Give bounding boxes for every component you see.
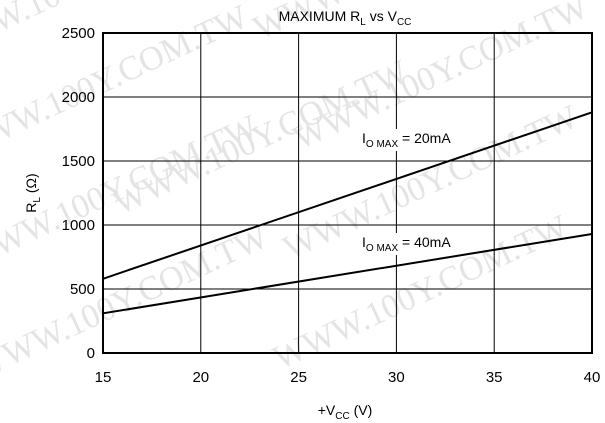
y-tick-labels: 0 500 1000 1500 2000 2500 bbox=[62, 25, 95, 362]
chart-title: MAXIMUM RL vs VCC bbox=[279, 8, 412, 28]
x-tick-label: 15 bbox=[95, 369, 112, 386]
series-layer bbox=[102, 111, 593, 315]
grid bbox=[103, 33, 592, 353]
plot-area bbox=[102, 32, 593, 354]
y-tick-label: 1500 bbox=[62, 153, 95, 170]
x-tick-labels: 15 20 25 30 35 40 bbox=[95, 369, 601, 386]
x-tick-label: 30 bbox=[388, 369, 405, 386]
x-tick-label: 35 bbox=[486, 369, 503, 386]
x-tick-label: 25 bbox=[290, 369, 307, 386]
y-tick-label: 500 bbox=[70, 281, 95, 298]
x-tick-label: 20 bbox=[192, 369, 209, 386]
series-label-20ma-background bbox=[360, 129, 454, 151]
series-label-20ma: IO MAX = 20mA bbox=[362, 130, 451, 150]
series-label-40ma: IO MAX = 40mA bbox=[362, 234, 451, 254]
y-axis-label: RL (Ω) bbox=[23, 173, 43, 212]
series-label-40ma-background bbox=[360, 233, 454, 255]
y-tick-label: 2500 bbox=[62, 25, 95, 42]
x-axis-label: +VCC (V) bbox=[318, 402, 373, 422]
watermark-layer: WWW.100Y.COM.TW WWW.100Y.COM.TWWWW.100Y.C… bbox=[0, 0, 594, 387]
series-line-1 bbox=[102, 232, 593, 315]
y-tick-label: 1000 bbox=[62, 217, 95, 234]
series-line-0 bbox=[102, 111, 593, 280]
y-tick-label: 2000 bbox=[62, 89, 95, 106]
y-tick-label: 0 bbox=[87, 345, 95, 362]
x-tick-label: 40 bbox=[584, 369, 601, 386]
